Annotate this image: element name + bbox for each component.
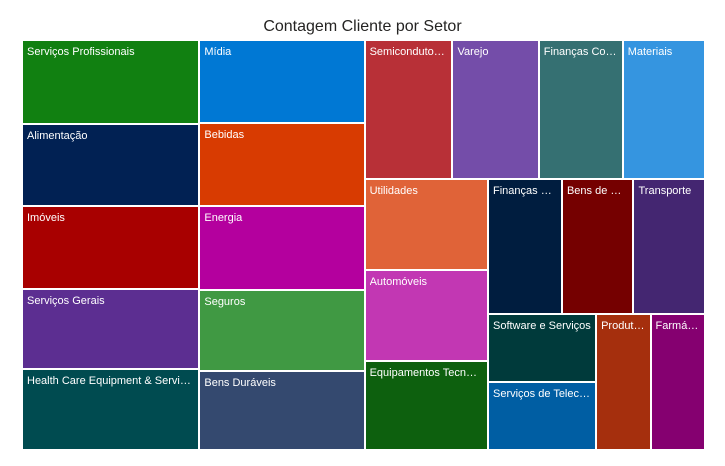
treemap-tile-software-e-servicos[interactable]: Software e Serviços — [487, 313, 597, 383]
treemap-tile-label: Transporte — [638, 184, 692, 197]
treemap-tile-label: Serviços Gerais — [27, 294, 105, 307]
treemap-tile-financas-corporativas[interactable]: Finanças Corporativas — [538, 40, 623, 179]
treemap-tile-financas-pessoais[interactable]: Finanças Pessoais — [487, 178, 562, 314]
treemap-tile-midia[interactable]: Mídia — [199, 40, 365, 124]
treemap-tile-label: Bens de Consumo — [566, 184, 629, 197]
treemap-tile-health-care-equipment-services[interactable]: Health Care Equipment & Services — [22, 369, 200, 450]
treemap-tile-label: Alimentação — [27, 129, 88, 142]
treemap-tile-label: Mídia — [204, 46, 232, 58]
treemap-tile-bens-duraveis[interactable]: Bens Duráveis — [199, 370, 365, 450]
treemap-tile-produtos-quimicos[interactable]: Produtos Químicos — [596, 313, 651, 450]
treemap-tile-label: Farmácia — [655, 319, 700, 332]
treemap-tile-label: Bebidas — [204, 129, 245, 142]
treemap-tile-servicos-profissionais[interactable]: Serviços Profissionais — [22, 40, 200, 124]
treemap-tile-label: Serviços de Telecomunicações — [492, 388, 591, 401]
treemap-tile-materiais[interactable]: Materiais — [622, 40, 705, 179]
treemap-tile-automoveis[interactable]: Automóveis — [364, 270, 488, 362]
treemap-tile-varejo[interactable]: Varejo — [452, 40, 539, 179]
treemap-area: Serviços Profissionais Alimentação Imóveis… — [22, 40, 705, 450]
treemap-tile-label: Utilidades — [369, 184, 418, 197]
treemap-tile-label: Energia — [204, 212, 243, 225]
treemap-tile-servicos-gerais[interactable]: Serviços Gerais — [22, 288, 200, 370]
treemap-tile-label: Seguros — [204, 295, 246, 308]
treemap-tile-label: Varejo — [457, 46, 489, 58]
treemap-tile-label: Software e Serviços — [492, 319, 591, 332]
treemap-tile-label: Materiais — [627, 46, 673, 58]
treemap-tile-equipamentos-tecnologicos[interactable]: Equipamentos Tecnológicos — [364, 361, 488, 450]
treemap-tile-label: Imóveis — [27, 212, 65, 225]
treemap-tile-semicondutores[interactable]: Semicondutores — [364, 40, 453, 179]
treemap-tile-label: Serviços Profissionais — [27, 46, 135, 58]
treemap-tile-utilidades[interactable]: Utilidades — [364, 178, 488, 271]
treemap-tile-energia[interactable]: Energia — [199, 206, 365, 290]
treemap-tile-label: Finanças Corporativas — [543, 46, 618, 58]
treemap-tile-servicos-de-telecomunicacoes[interactable]: Serviços de Telecomunicações — [487, 382, 597, 450]
treemap-tile-alimentacao[interactable]: Alimentação — [22, 123, 200, 207]
treemap-tile-seguros[interactable]: Seguros — [199, 289, 365, 371]
treemap-tile-label: Automóveis — [369, 276, 428, 289]
treemap-tile-imoveis[interactable]: Imóveis — [22, 206, 200, 289]
chart-title: Contagem Cliente por Setor — [263, 18, 462, 35]
treemap-tile-transporte[interactable]: Transporte — [633, 178, 705, 314]
treemap-tile-label: Health Care Equipment & Services — [27, 375, 195, 388]
treemap-tile-label: Equipamentos Tecnológicos — [369, 367, 483, 380]
treemap-tile-label: Produtos Químicos — [601, 319, 646, 332]
treemap-tile-label: Bens Duráveis — [204, 376, 276, 389]
treemap-tile-farmacia[interactable]: Farmácia — [650, 313, 705, 450]
treemap-tile-bens-de-consumo[interactable]: Bens de Consumo — [561, 178, 634, 314]
treemap-tile-label: Semicondutores — [369, 46, 448, 58]
treemap-tile-bebidas[interactable]: Bebidas — [199, 123, 365, 207]
treemap-tile-label: Finanças Pessoais — [492, 184, 557, 197]
